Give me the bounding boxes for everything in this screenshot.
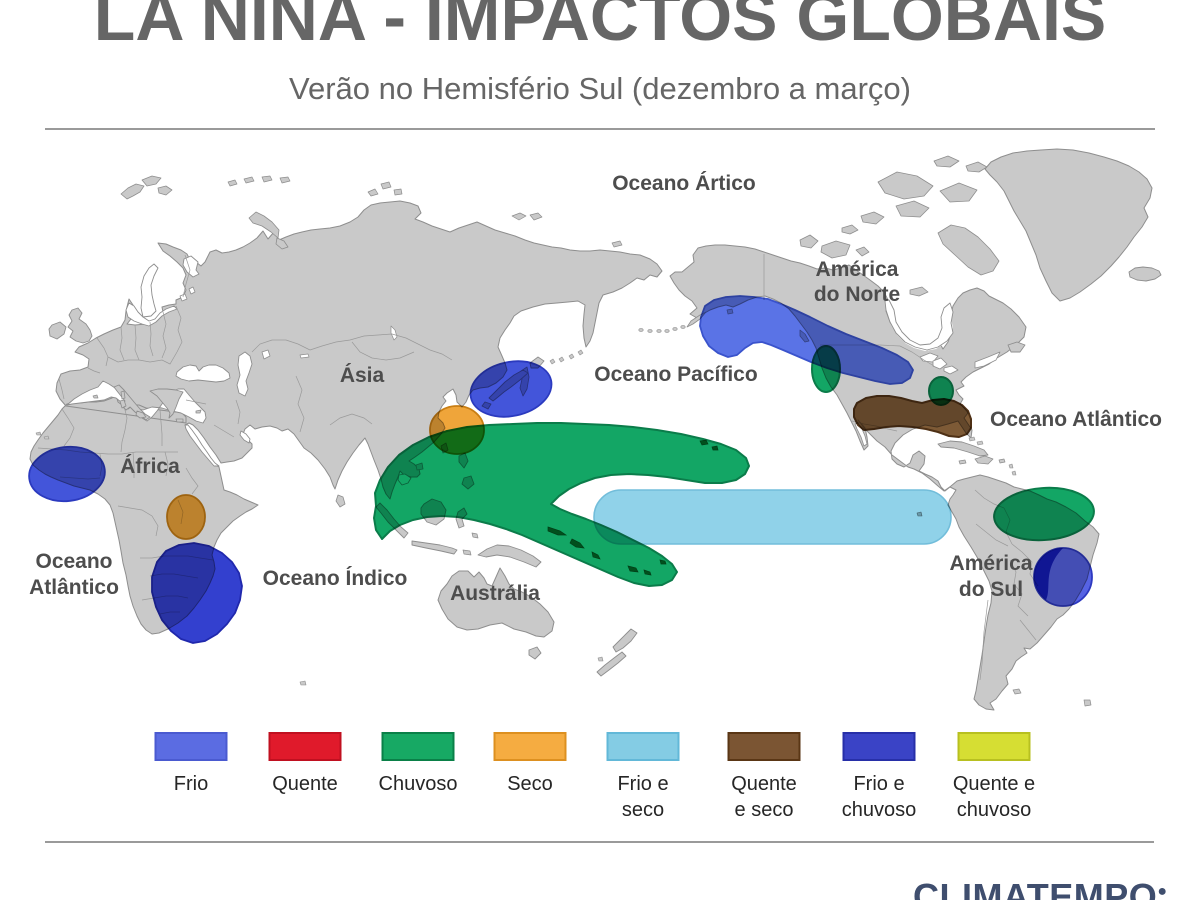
- svg-text:chuvoso: chuvoso: [842, 799, 917, 821]
- svg-text:África: África: [120, 455, 180, 478]
- svg-text:Oceano Ártico: Oceano Ártico: [612, 172, 756, 195]
- svg-text:chuvoso: chuvoso: [957, 799, 1032, 821]
- svg-text:Seco: Seco: [507, 773, 553, 795]
- svg-text:Oceano Índico: Oceano Índico: [263, 567, 408, 590]
- svg-text:Atlântico: Atlântico: [29, 576, 119, 599]
- svg-text:Quente: Quente: [731, 773, 797, 795]
- svg-text:Ásia: Ásia: [340, 364, 385, 387]
- svg-text:América: América: [950, 552, 1033, 575]
- svg-text:Oceano Atlântico: Oceano Atlântico: [990, 408, 1162, 431]
- svg-text:Quente e: Quente e: [953, 773, 1035, 795]
- svg-text:do Sul: do Sul: [959, 578, 1023, 601]
- svg-text:Chuvoso: Chuvoso: [379, 773, 458, 795]
- svg-text:Oceano: Oceano: [35, 550, 112, 573]
- svg-text:e seco: e seco: [735, 799, 794, 821]
- svg-text:Austrália: Austrália: [450, 582, 540, 605]
- svg-text:América: América: [816, 258, 899, 281]
- svg-text:Frio: Frio: [174, 773, 208, 795]
- svg-text:Frio e: Frio e: [617, 773, 668, 795]
- svg-text:Frio e: Frio e: [853, 773, 904, 795]
- svg-text:do Norte: do Norte: [814, 283, 900, 306]
- svg-text:Quente: Quente: [272, 773, 338, 795]
- svg-text:Oceano Pacífico: Oceano Pacífico: [594, 363, 757, 386]
- svg-text:seco: seco: [622, 799, 664, 821]
